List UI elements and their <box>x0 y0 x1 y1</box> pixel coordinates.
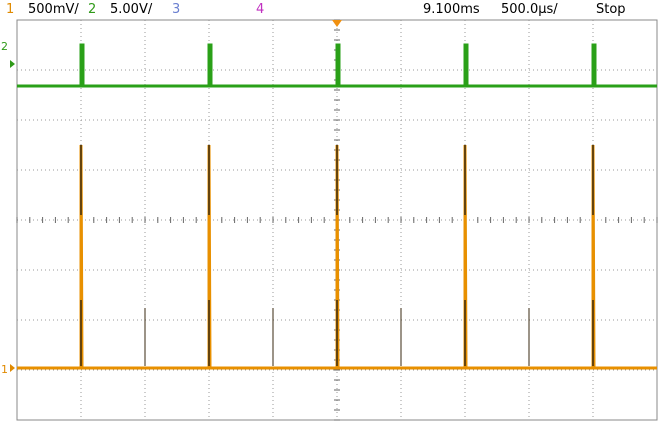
time-position[interactable]: 9.100ms <box>423 2 480 17</box>
ch2-trace <box>17 43 657 88</box>
ch1-label[interactable]: 1 <box>6 2 15 17</box>
ch1-marker: 1 <box>1 363 8 376</box>
status-bar: 1 500mV/ 2 5.00V/ 3 4 9.100ms 500.0µs/ S… <box>0 0 658 20</box>
ch4-label[interactable]: 4 <box>256 2 265 17</box>
ch2-label[interactable]: 2 <box>88 2 97 17</box>
ch2-marker: 2 <box>1 40 8 53</box>
ch3-label[interactable]: 3 <box>172 2 181 17</box>
ch1-arrow <box>10 364 15 372</box>
ch1-scale[interactable]: 500mV/ <box>28 2 79 17</box>
trigger-marker <box>332 20 342 27</box>
ch2-arrow <box>10 60 15 68</box>
ch2-scale[interactable]: 5.00V/ <box>110 2 153 17</box>
time-scale[interactable]: 500.0µs/ <box>501 2 558 17</box>
run-state[interactable]: Stop <box>596 2 626 17</box>
